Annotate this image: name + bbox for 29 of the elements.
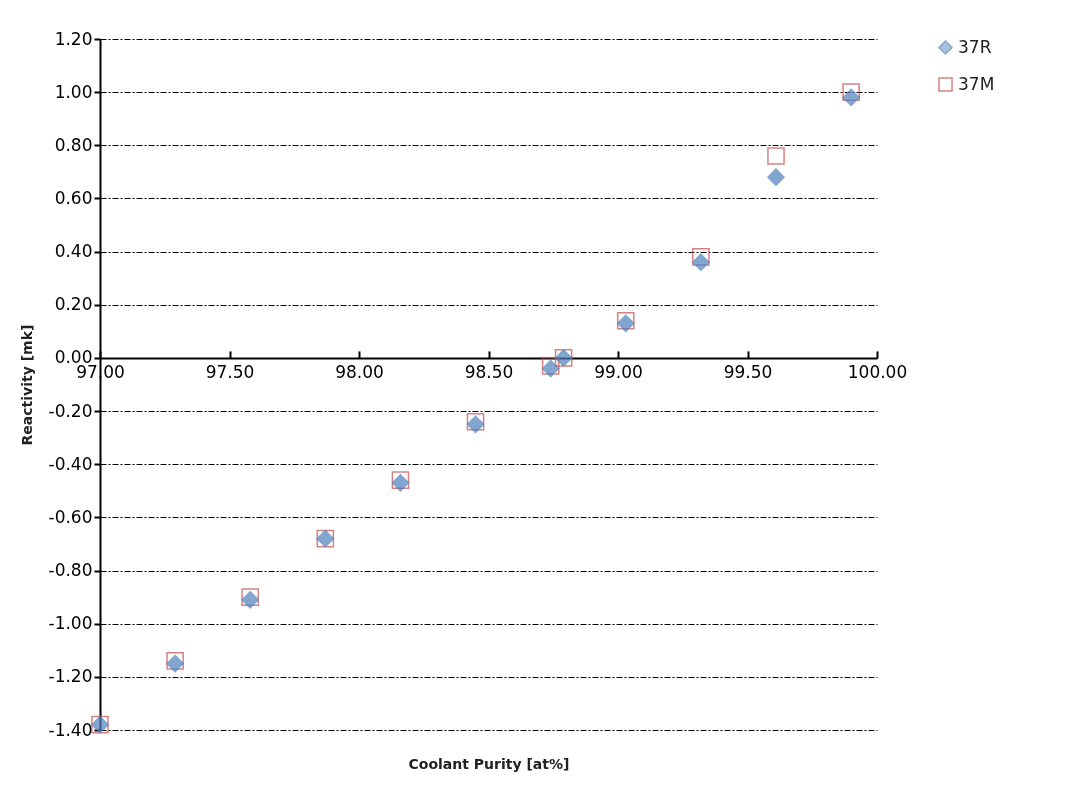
x-tick-label: 99.00	[594, 362, 643, 383]
y-tick-label: -1.20	[48, 666, 93, 687]
y-tick-label: 1.00	[54, 81, 93, 102]
y-tick-label: -0.80	[48, 560, 93, 581]
legend-label: 37M	[958, 73, 995, 94]
y-tick-label: -1.40	[48, 719, 93, 740]
y-tick-label: -0.60	[48, 506, 93, 527]
y-tick-label: 0.60	[54, 187, 93, 208]
point	[767, 168, 785, 187]
y-tick-label: -0.20	[48, 400, 93, 421]
point	[692, 248, 710, 266]
y-axis-title: Reactivity [mk]	[18, 324, 35, 446]
point	[767, 147, 785, 165]
y-tick-label: 0.40	[54, 241, 93, 262]
x-axis-title: Coolant Purity [at%]	[408, 755, 570, 772]
point	[692, 253, 710, 272]
point	[842, 83, 860, 101]
point	[842, 88, 860, 107]
y-tick-label: 0.20	[54, 294, 93, 315]
x-tick-label: 99.50	[723, 362, 773, 383]
legend-label: 37R	[958, 36, 992, 57]
x-tick-label: 98.00	[335, 362, 384, 383]
x-tick-label: 100.00	[847, 362, 908, 383]
y-tick-label: -0.40	[48, 453, 93, 474]
x-tick-label: 97.50	[205, 362, 255, 383]
y-tick-label: 0.80	[54, 134, 93, 155]
y-tick-label: -1.00	[48, 613, 93, 634]
y-tick-label: 1.20	[54, 28, 93, 49]
x-tick-label: 98.50	[464, 362, 514, 383]
